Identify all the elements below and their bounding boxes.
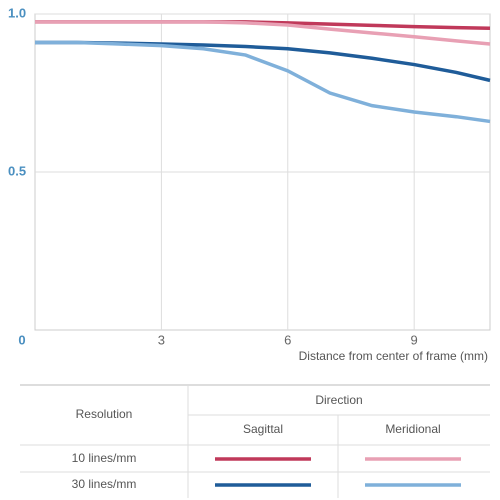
legend-row: 10 lines/mm [72, 451, 137, 465]
x-tick-label: 0 [18, 332, 25, 347]
line-series [35, 40, 491, 124]
x-tick-label: 9 [411, 332, 418, 347]
legend-row: 30 lines/mm [72, 477, 137, 491]
y-tick-label: 1.0 [8, 5, 26, 20]
legend-header: Direction [315, 393, 362, 407]
legend-column: Meridional [385, 422, 440, 436]
x-axis-label: Distance from center of frame (mm) [299, 349, 488, 363]
x-tick-label: 3 [158, 332, 165, 347]
line-series [35, 20, 491, 46]
legend-column: Sagittal [243, 422, 283, 436]
x-tick-label: 6 [284, 332, 291, 347]
y-tick-label: 0.5 [8, 163, 26, 178]
legend-header: Resolution [76, 407, 133, 421]
